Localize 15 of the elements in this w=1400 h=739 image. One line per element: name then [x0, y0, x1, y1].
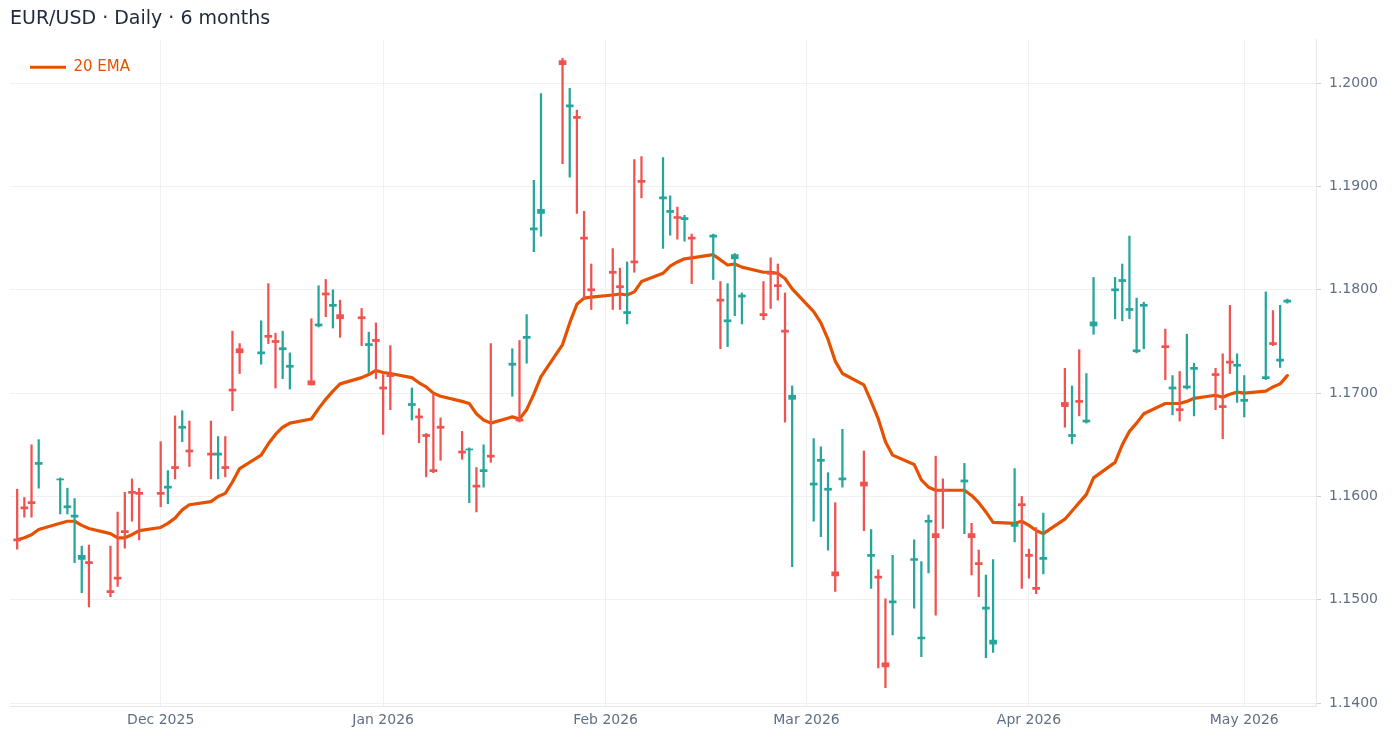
y-tick-label: 1.1600 [1329, 487, 1379, 504]
x-tick-label: Mar 2026 [773, 711, 840, 728]
chart-title: EUR/USD · Daily · 6 months [10, 6, 271, 29]
y-tick-label: 1.1500 [1329, 590, 1379, 607]
legend-label: 20 EMA [73, 57, 131, 76]
y-tick-label: 1.1400 [1329, 693, 1379, 710]
x-tick-label: May 2026 [1209, 711, 1279, 728]
x-tick-label: Feb 2026 [573, 711, 639, 728]
y-tick-label: 1.2000 [1329, 73, 1379, 90]
y-tick-label: 1.1900 [1329, 177, 1379, 194]
y-tick-label: 1.1700 [1329, 383, 1379, 400]
x-tick-label: Apr 2026 [996, 711, 1062, 728]
x-tick-label: Dec 2025 [127, 711, 195, 728]
x-tick-label: Jan 2026 [351, 711, 415, 728]
y-tick-label: 1.1800 [1329, 280, 1379, 297]
